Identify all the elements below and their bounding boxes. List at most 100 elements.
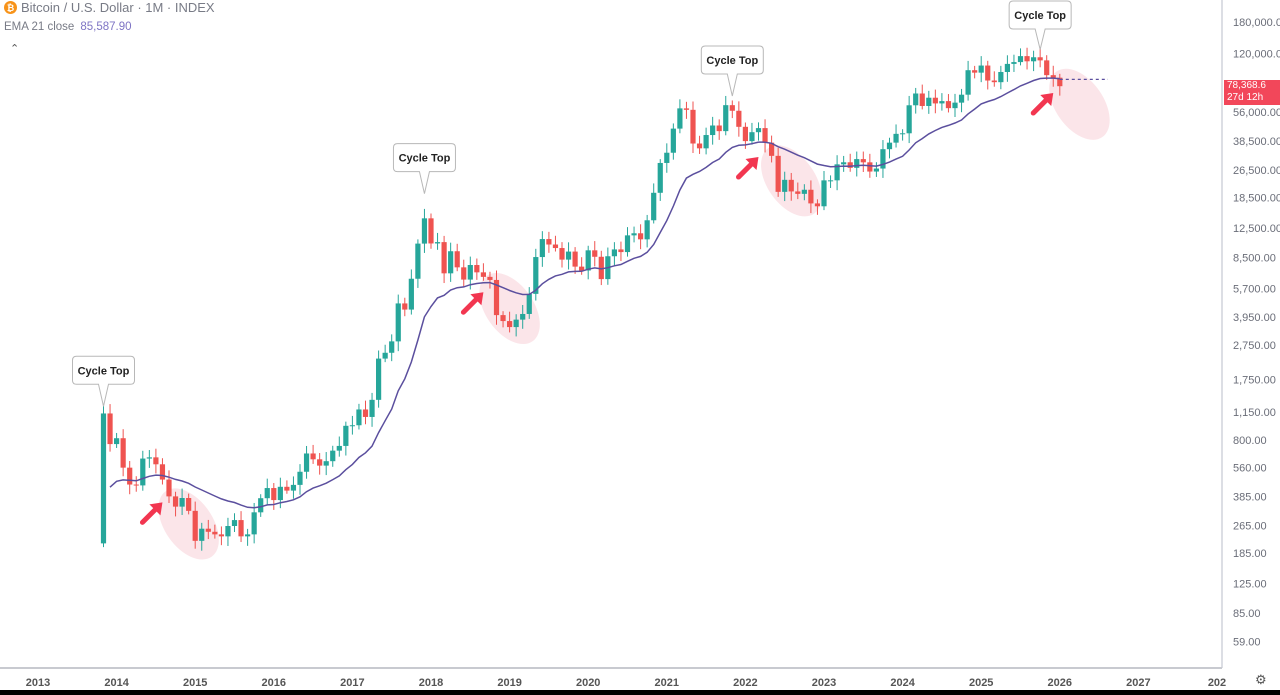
candle-body: [657, 162, 663, 193]
candle: [952, 93, 958, 117]
symbol-header[interactable]: ₿ Bitcoin / U.S. Dollar · 1M · INDEX: [4, 0, 215, 15]
candle: [958, 88, 965, 113]
cycle-top-callout[interactable]: Cycle Top: [1008, 0, 1072, 50]
candle: [290, 476, 297, 499]
candle: [873, 162, 879, 177]
candle-body: [441, 242, 447, 274]
candle: [991, 71, 997, 87]
candle-body: [520, 313, 526, 320]
candle-body: [559, 248, 565, 260]
candle-body: [841, 162, 847, 165]
candle-body: [513, 319, 519, 328]
candle-body: [998, 71, 1004, 83]
candle-body: [1017, 56, 1024, 63]
candle-body: [886, 142, 893, 150]
candle-body: [644, 220, 650, 240]
candle-body: [107, 413, 113, 445]
cycle-top-callout[interactable]: Cycle Top: [72, 355, 135, 407]
candle: [441, 235, 447, 284]
ema-legend[interactable]: EMA 21 close 85,587.90: [4, 21, 132, 33]
candle-body: [690, 109, 696, 144]
candle: [985, 60, 991, 90]
candle-body: [238, 520, 244, 537]
candle: [690, 101, 696, 153]
price-axis[interactable]: 180,000.00 120,000.00 56,000.00 38,500.00 26…: [1233, 17, 1280, 648]
candle-body: [159, 464, 166, 480]
red-arrow-icon: [1030, 93, 1054, 116]
red-arrow-icon: [139, 502, 163, 525]
price-tick-label: 120,000.00: [1233, 48, 1280, 60]
shaded-region: [1049, 68, 1110, 140]
red-arrow-icon: [460, 292, 484, 315]
candle: [893, 124, 899, 148]
candle-body: [421, 218, 428, 244]
candle: [330, 445, 336, 467]
candle-body: [991, 80, 997, 83]
candle-body: [336, 445, 342, 451]
candle-body: [585, 250, 591, 271]
candle-body: [985, 65, 991, 81]
candle-body: [926, 97, 932, 106]
candle-body: [474, 265, 480, 273]
cycle-top-callout[interactable]: Cycle Top: [700, 45, 764, 97]
candle: [932, 89, 938, 114]
candle: [500, 311, 506, 328]
year-tick-label: 2020: [576, 677, 600, 689]
candle: [448, 242, 454, 282]
callout-text: Cycle Top: [706, 55, 758, 67]
candle: [1024, 47, 1030, 70]
candle: [926, 90, 932, 114]
candle-body: [900, 133, 906, 135]
candle-body: [906, 105, 912, 134]
candle: [231, 513, 238, 532]
year-tick-label: 2013: [26, 677, 50, 689]
candle: [369, 392, 375, 427]
candle: [186, 493, 192, 515]
candle-body: [814, 203, 821, 207]
candle-body: [303, 453, 310, 472]
candle: [362, 400, 369, 425]
candle: [434, 232, 441, 250]
candle: [415, 239, 421, 288]
candle-body: [356, 409, 362, 426]
candle-body: [533, 257, 539, 294]
candle-body: [788, 179, 794, 192]
candle-body: [454, 251, 460, 268]
candle-body: [827, 180, 834, 182]
candle-body: [323, 461, 329, 466]
candle: [749, 122, 755, 145]
candle: [834, 155, 840, 191]
cycle-top-callout[interactable]: Cycle Top: [392, 143, 456, 194]
chevron-up-icon[interactable]: ⌃: [10, 43, 20, 55]
gear-icon[interactable]: ⚙: [1255, 672, 1267, 687]
candle-body: [723, 105, 729, 132]
candle: [886, 137, 893, 159]
candle: [821, 170, 827, 211]
candle: [939, 93, 945, 111]
year-tick-label: 2018: [419, 677, 443, 689]
candle-body: [317, 459, 323, 466]
candle: [513, 314, 519, 337]
candle-body: [808, 189, 814, 204]
candle: [238, 511, 244, 543]
candle: [769, 135, 775, 163]
price-tick-label: 59.00: [1233, 636, 1261, 648]
candle-body: [199, 528, 205, 541]
candle: [140, 450, 146, 491]
candle-body: [854, 159, 860, 168]
candle-body: [127, 467, 133, 485]
candle: [533, 248, 539, 301]
candle: [192, 501, 198, 549]
last-price: 78,368.6: [1227, 80, 1266, 91]
candle-body: [218, 534, 224, 537]
candle: [114, 432, 120, 448]
callout-text: Cycle Top: [399, 153, 451, 165]
candle-body: [965, 70, 971, 95]
candle: [546, 231, 552, 253]
candle: [1017, 48, 1024, 66]
candle: [199, 522, 205, 551]
time-axis[interactable]: 2013 2014 2015 2016 2017 2018 2019 2020 2021 2022…: [26, 677, 1226, 689]
candle-body: [651, 192, 657, 221]
candle: [317, 453, 323, 475]
